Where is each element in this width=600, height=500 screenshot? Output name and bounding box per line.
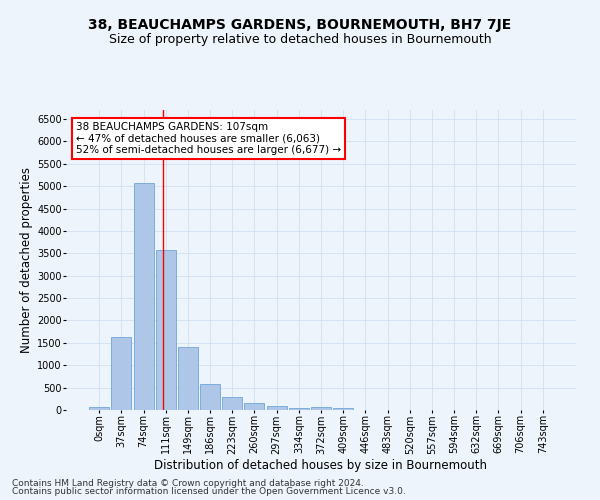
X-axis label: Distribution of detached houses by size in Bournemouth: Distribution of detached houses by size … <box>155 459 487 472</box>
Bar <box>178 348 198 410</box>
Text: Contains public sector information licensed under the Open Government Licence v3: Contains public sector information licen… <box>12 487 406 496</box>
Bar <box>333 408 353 410</box>
Bar <box>222 396 242 410</box>
Bar <box>311 407 331 410</box>
Text: Size of property relative to detached houses in Bournemouth: Size of property relative to detached ho… <box>109 32 491 46</box>
Bar <box>112 337 131 410</box>
Text: 38 BEAUCHAMPS GARDENS: 107sqm
← 47% of detached houses are smaller (6,063)
52% o: 38 BEAUCHAMPS GARDENS: 107sqm ← 47% of d… <box>76 122 341 155</box>
Bar <box>134 182 154 410</box>
Text: 38, BEAUCHAMPS GARDENS, BOURNEMOUTH, BH7 7JE: 38, BEAUCHAMPS GARDENS, BOURNEMOUTH, BH7… <box>88 18 512 32</box>
Y-axis label: Number of detached properties: Number of detached properties <box>20 167 33 353</box>
Bar <box>266 406 287 410</box>
Bar <box>89 406 109 410</box>
Text: Contains HM Land Registry data © Crown copyright and database right 2024.: Contains HM Land Registry data © Crown c… <box>12 478 364 488</box>
Bar <box>156 250 176 410</box>
Bar <box>200 384 220 410</box>
Bar <box>289 408 309 410</box>
Bar <box>244 403 265 410</box>
